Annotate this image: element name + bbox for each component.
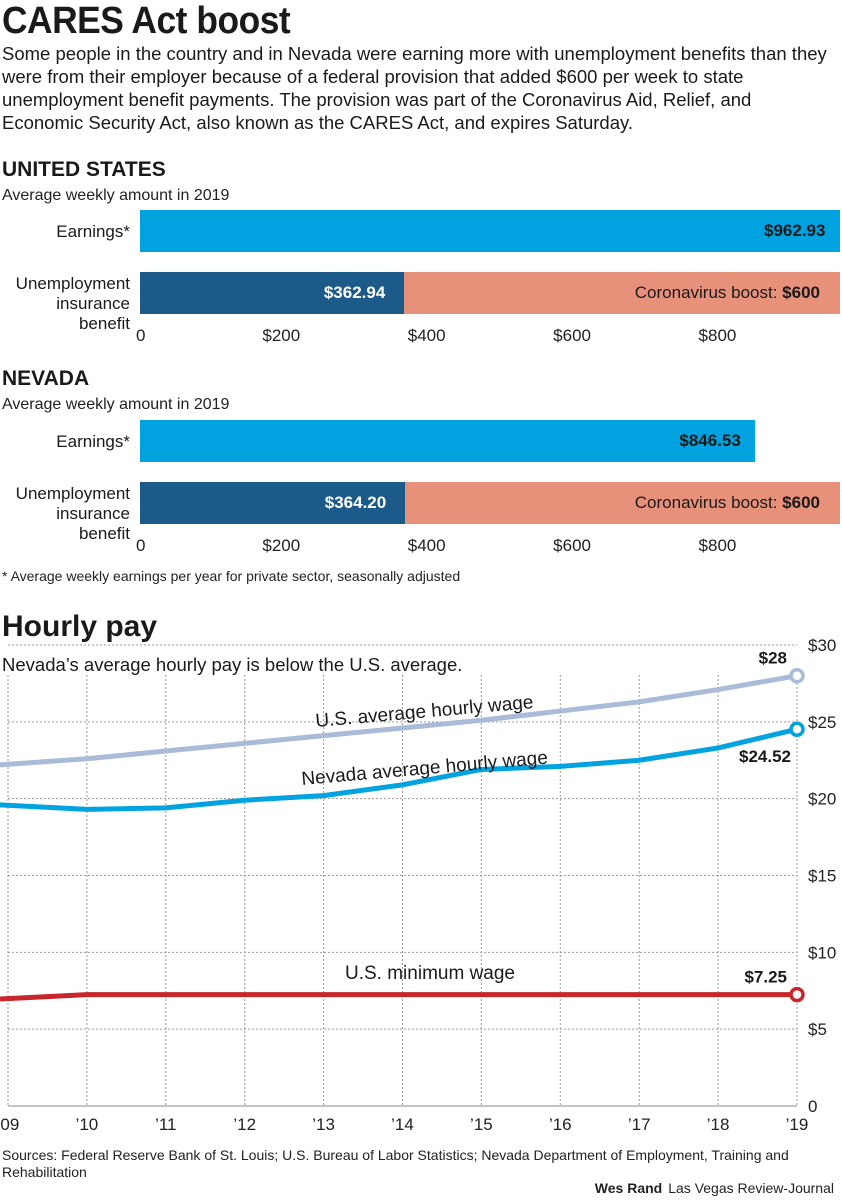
us-x-tick-label: $200 bbox=[262, 326, 301, 345]
x-tick-label: ’18 bbox=[707, 1115, 730, 1134]
hourly-subtitle: Nevada’s average hourly pay is below the… bbox=[2, 654, 463, 675]
series-end-marker bbox=[789, 667, 805, 684]
us-boost-amount: $600 bbox=[782, 283, 820, 302]
x-tick-label: ’12 bbox=[233, 1115, 256, 1134]
y-tick-label: $30 bbox=[808, 636, 836, 655]
sources: Sources: Federal Reserve Bank of St. Lou… bbox=[2, 1147, 789, 1180]
series-end-label: $7.25 bbox=[744, 968, 787, 987]
us-x-tick-label: 0 bbox=[136, 326, 146, 345]
x-tick-label: ’11 bbox=[155, 1115, 176, 1134]
x-tick-label: ’17 bbox=[628, 1115, 651, 1134]
series-line bbox=[0, 992, 797, 1002]
nv-earnings-value: $846.53 bbox=[679, 431, 741, 450]
nv-earnings-bar bbox=[140, 420, 756, 462]
nv-x-tick-label: $200 bbox=[262, 536, 301, 555]
y-tick-label: $20 bbox=[808, 790, 836, 809]
nv-x-tick-label: $800 bbox=[698, 536, 737, 555]
nv-bar-chart: Earnings* Unemployment insurance benefit $… bbox=[0, 420, 842, 565]
nv-boost-amount: $600 bbox=[782, 493, 820, 512]
credit: Wes Rand Las Vegas Review-Journal bbox=[595, 1180, 834, 1196]
x-tick-label: ’15 bbox=[470, 1115, 493, 1134]
credit-author: Wes Rand bbox=[594, 1180, 663, 1196]
hourly-title: Hourly pay bbox=[2, 610, 158, 643]
nv-benefit-bar bbox=[140, 482, 405, 524]
chart-title: CARES Act boost bbox=[2, 0, 291, 42]
x-tick-label: ’19 bbox=[786, 1115, 809, 1134]
series-end-marker bbox=[789, 721, 805, 737]
us-bar-chart: Earnings* Unemployment insurance benefit $… bbox=[0, 210, 842, 355]
y-tick-label: 0 bbox=[808, 1097, 817, 1116]
us-earnings-value: $962.93 bbox=[764, 221, 826, 240]
y-tick-label: $15 bbox=[808, 867, 836, 886]
nv-x-tick-label: 0 bbox=[136, 536, 146, 555]
us-boost-bar bbox=[403, 272, 840, 314]
y-tick-label: $5 bbox=[808, 1020, 827, 1039]
us-category-label: Unemployment insurance benefit bbox=[15, 274, 130, 333]
nv-section-subtitle: Average weekly amount in 2019 bbox=[2, 396, 230, 413]
y-tick-label: $10 bbox=[808, 943, 836, 962]
nv-category-label: Earnings* bbox=[56, 432, 130, 451]
nv-benefit-value: $364.20 bbox=[324, 493, 387, 512]
nv-x-tick-label: $600 bbox=[553, 536, 591, 555]
y-tick-label: $25 bbox=[808, 713, 836, 732]
series-name-label: Nevada average hourly wage bbox=[301, 748, 549, 790]
credit-publication: Las Vegas Review-Journal bbox=[668, 1180, 834, 1196]
x-tick-label: ’10 bbox=[76, 1115, 99, 1134]
us-section-subtitle: Average weekly amount in 2019 bbox=[2, 187, 230, 204]
us-x-tick-label: $800 bbox=[698, 326, 737, 345]
x-tick-label: ’14 bbox=[391, 1115, 414, 1134]
series-end-label: $24.52 bbox=[739, 747, 791, 766]
us-category-label: Earnings* bbox=[56, 222, 130, 241]
series-end-label: $28 bbox=[759, 649, 787, 668]
intro-text: Some people in the country and in Nevada… bbox=[2, 43, 827, 133]
hourly-line-chart: 0 $5 $10 $15 $20 $25 $30 ’09 ’10 ’11 ’12 ’13 ’14 ’15 ’… bbox=[0, 636, 836, 1134]
us-boost-value: Coronavirus boost: $600 bbox=[634, 283, 820, 302]
nv-category-label: Unemployment insurance benefit bbox=[15, 484, 130, 543]
x-tick-label: ’16 bbox=[549, 1115, 572, 1134]
x-tick-label: ’13 bbox=[312, 1115, 335, 1134]
us-section-title: UNITED STATES bbox=[2, 158, 166, 181]
nv-x-tick-label: $400 bbox=[407, 536, 446, 555]
us-x-tick-label: $400 bbox=[407, 326, 446, 345]
footnote: * Average weekly earnings per year for p… bbox=[2, 568, 461, 584]
nv-boost-value: Coronavirus boost: $600 bbox=[634, 493, 820, 512]
series-name-label: U.S. minimum wage bbox=[345, 963, 515, 984]
series-line bbox=[0, 673, 798, 768]
x-tick-label: ’09 bbox=[0, 1115, 19, 1134]
us-x-tick-label: $600 bbox=[553, 326, 591, 345]
nv-boost-bar bbox=[404, 482, 840, 524]
nv-section-title: NEVADA bbox=[2, 367, 90, 390]
us-benefit-value: $362.94 bbox=[323, 283, 386, 302]
us-earnings-bar bbox=[140, 210, 840, 252]
series-line bbox=[0, 726, 798, 812]
series-end-marker bbox=[789, 986, 805, 1003]
us-benefit-bar bbox=[140, 272, 404, 314]
